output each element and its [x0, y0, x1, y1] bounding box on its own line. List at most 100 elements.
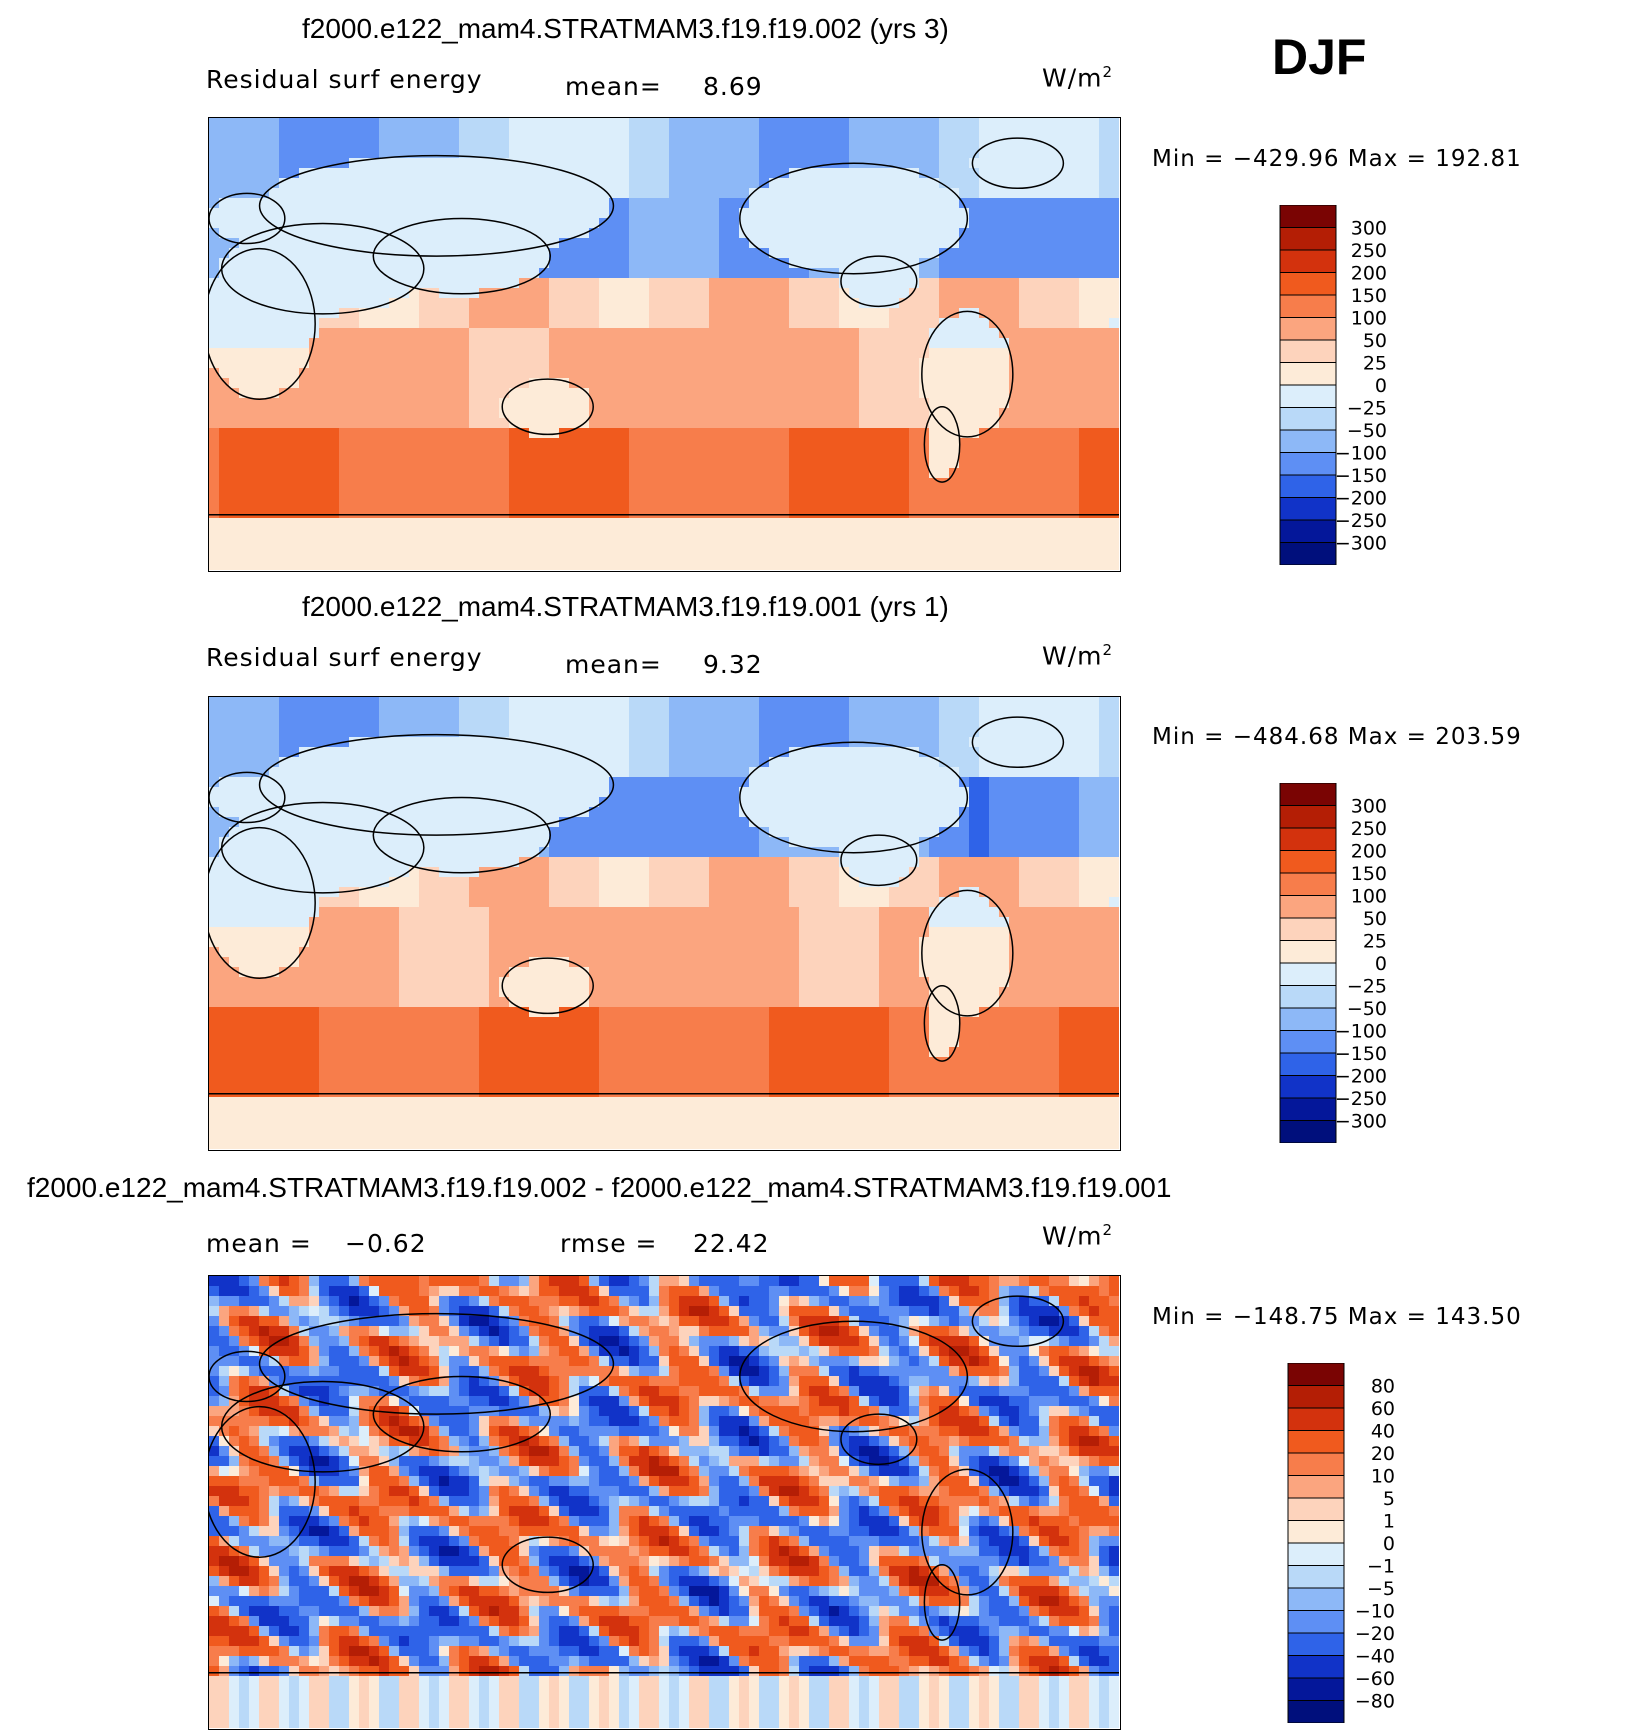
map-cell — [289, 697, 300, 708]
map-cell — [1049, 308, 1060, 319]
map-cell — [279, 318, 290, 329]
map-cell — [479, 398, 490, 409]
map-cell — [879, 747, 890, 758]
map-cell — [559, 478, 570, 489]
map-cell — [579, 118, 590, 129]
map-cell — [919, 168, 930, 179]
map-cell — [589, 248, 600, 259]
map-cell — [829, 528, 840, 539]
map-cell — [969, 238, 980, 249]
map-cell — [769, 138, 780, 149]
map-cell — [339, 248, 350, 259]
map-cell — [229, 288, 240, 299]
map-cell — [449, 378, 460, 389]
map-cell — [689, 488, 700, 499]
colorbar-tick-label: −25 — [1347, 398, 1387, 420]
map-cell — [239, 777, 250, 788]
map-cell — [909, 418, 920, 429]
map-cell — [409, 767, 420, 778]
map-cell — [379, 438, 390, 449]
map-cell — [919, 428, 930, 439]
map-cell — [219, 248, 230, 259]
map-cell — [949, 318, 960, 329]
map-cell — [1019, 258, 1030, 269]
map-cell — [989, 278, 1000, 289]
map-cell — [669, 128, 680, 139]
map-cell — [599, 428, 610, 439]
colorbar: 300 250 200 150 100 50 25 0 −25 −50 −100 −150 −200 −2… — [1279, 204, 1409, 566]
map-cell — [899, 388, 910, 399]
map-cell — [799, 478, 810, 489]
map-cell — [729, 528, 740, 539]
map-cell — [939, 398, 950, 409]
map-cell — [769, 388, 780, 399]
map-cell — [719, 388, 730, 399]
map-cell — [539, 418, 550, 429]
map-cell — [459, 757, 470, 768]
map-cell — [329, 198, 340, 209]
map-cell — [849, 148, 860, 159]
map-cell — [379, 767, 390, 778]
map-cell — [719, 568, 730, 570]
map-cell — [899, 228, 910, 239]
map-cell — [1029, 328, 1040, 339]
map-cell — [939, 128, 950, 139]
map-cell — [249, 538, 260, 549]
map-cell — [899, 747, 910, 758]
map-cell — [539, 308, 550, 319]
map-cell — [1109, 278, 1119, 289]
map-cell — [689, 568, 700, 570]
map-cell — [819, 318, 830, 329]
map-cell — [529, 418, 540, 429]
map-cell — [429, 777, 440, 788]
map-cell — [409, 707, 420, 718]
map-cell — [739, 468, 750, 479]
map-cell — [839, 178, 850, 189]
map-cell — [799, 498, 810, 509]
map-cell — [969, 737, 980, 748]
map-cell — [389, 338, 400, 349]
map-cell — [1109, 408, 1119, 419]
map-cell — [909, 737, 920, 748]
map-cell — [299, 488, 310, 499]
map-cell — [1019, 518, 1030, 529]
map-cell — [359, 717, 370, 728]
map-cell — [479, 168, 490, 179]
map-cell — [839, 288, 850, 299]
map-cell — [679, 468, 690, 479]
map-cell — [1029, 498, 1040, 509]
map-cell — [269, 238, 280, 249]
map-cell — [839, 757, 850, 768]
map-cell — [379, 238, 390, 249]
map-cell — [339, 278, 350, 289]
map-cell — [819, 328, 830, 339]
map-cell — [949, 428, 960, 439]
map-cell — [669, 318, 680, 329]
map-cell — [299, 697, 310, 708]
map-cell — [469, 558, 480, 569]
map-cell — [919, 707, 930, 718]
map-cell — [929, 258, 940, 269]
map-cell — [699, 248, 710, 259]
map-cell — [309, 727, 320, 738]
map-cell — [989, 218, 1000, 229]
map-cell — [679, 378, 690, 389]
map-cell — [599, 338, 610, 349]
map-cell — [719, 398, 730, 409]
map-cell — [229, 767, 240, 778]
map-cell — [799, 428, 810, 439]
map-cell — [1089, 198, 1100, 209]
map-cell — [359, 498, 370, 509]
map-cell — [779, 717, 790, 728]
map-cell — [619, 508, 630, 519]
map-cell — [579, 528, 590, 539]
map-cell — [989, 508, 1000, 519]
map-cell — [809, 707, 820, 718]
map-cell — [699, 338, 710, 349]
map-cell — [599, 248, 610, 259]
map-cell — [219, 478, 230, 489]
map-cell — [1019, 697, 1030, 708]
map-cell — [1099, 707, 1110, 718]
map-cell — [419, 358, 430, 369]
map-cell — [729, 747, 740, 758]
